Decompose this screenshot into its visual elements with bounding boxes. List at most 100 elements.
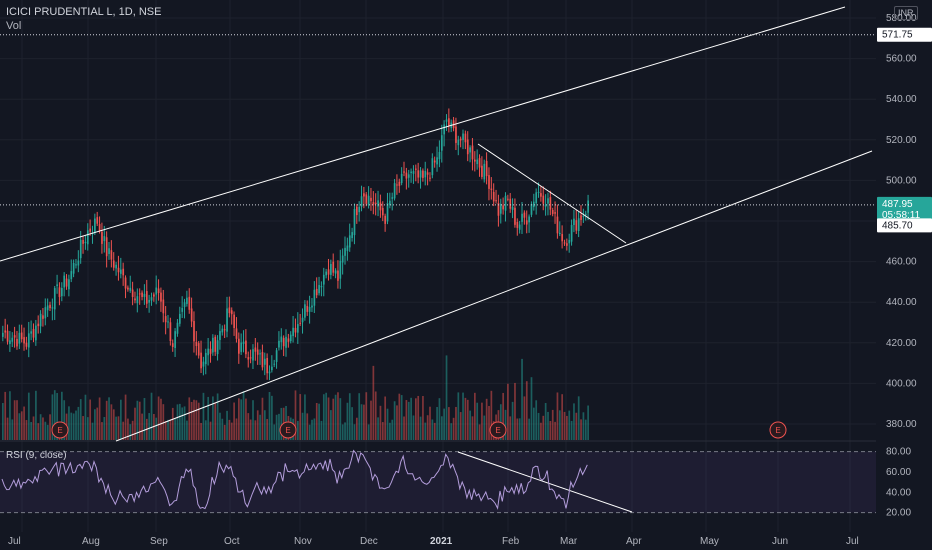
volume-bar (507, 383, 509, 440)
candle-body (148, 299, 151, 303)
candle-body (263, 358, 266, 365)
candle-body (587, 200, 589, 213)
volume-bar (120, 399, 122, 440)
candle-body (330, 264, 332, 275)
candle-body (412, 171, 415, 174)
rsi-label[interactable]: RSI (9, close) (6, 450, 67, 461)
volume-bar (4, 391, 7, 440)
volume-bar (570, 420, 573, 440)
symbol-title[interactable]: ICICI PRUDENTIAL L, 1D, NSE (6, 6, 162, 18)
candle-body (417, 170, 420, 178)
earnings-marker-label: E (285, 426, 290, 435)
volume-bar (549, 421, 552, 440)
volume-bar (518, 418, 521, 440)
price-tick-label: 500.00 (886, 175, 917, 186)
candle-body (584, 213, 587, 216)
candle-body (466, 139, 469, 155)
candle-body (181, 307, 184, 312)
volume-label[interactable]: Vol (6, 20, 22, 32)
candle-body (195, 341, 198, 347)
volume-bar (35, 390, 37, 440)
volume-bar (422, 396, 424, 440)
candle-body (153, 294, 155, 297)
candle-body (101, 231, 103, 244)
candle-body (16, 338, 18, 347)
candle-body (379, 202, 382, 211)
candle-body (325, 271, 328, 276)
candle-body (120, 269, 122, 274)
candle-body (429, 177, 431, 179)
currency-badge[interactable]: INR (894, 6, 918, 20)
volume-bar (101, 422, 103, 440)
last-price-bg (877, 196, 932, 221)
volume-bar (313, 418, 316, 440)
candle-body (469, 147, 471, 153)
volume-bar (353, 424, 356, 440)
volume-bar (424, 422, 427, 440)
volume-bar (259, 414, 261, 440)
candle-body (141, 292, 143, 297)
time-tick-label: Jul (846, 536, 859, 547)
candle-body (575, 220, 578, 231)
candle-body (25, 342, 28, 347)
price-tick-label: 580.00 (886, 13, 917, 24)
candle-body (27, 333, 30, 348)
candle-body (476, 159, 479, 165)
volume-bar (169, 419, 172, 440)
volume-bar (209, 421, 212, 440)
candle-body (259, 353, 261, 355)
candle-body (499, 203, 502, 214)
candle-body (37, 323, 40, 327)
earnings-marker-label: E (495, 426, 500, 435)
candle-body (507, 198, 509, 200)
volume-bar (332, 398, 335, 440)
candle-body (502, 205, 505, 210)
candle-body (221, 328, 224, 333)
candle-body (266, 358, 269, 374)
candle-body (327, 269, 330, 275)
volume-bar (391, 419, 394, 440)
volume-bar (533, 407, 535, 440)
candle-body (197, 343, 200, 356)
volume-bar (190, 401, 193, 440)
volume-bar (18, 413, 21, 440)
volume-bar (306, 413, 309, 440)
volume-bar (398, 393, 401, 440)
volume-bar (471, 416, 474, 440)
candle-body (150, 297, 153, 301)
volume-bar (39, 414, 42, 440)
candle-body (176, 322, 179, 334)
volume-bar (558, 410, 561, 440)
candle-body (445, 119, 448, 122)
candle-body (370, 197, 372, 202)
volume-bar (155, 417, 158, 440)
volume-bar (528, 418, 530, 440)
volume-bar (360, 404, 363, 440)
candle-body (188, 296, 191, 310)
candle-body (551, 209, 554, 214)
volume-bar (308, 424, 311, 440)
candle-body (374, 202, 377, 205)
candle-body (481, 165, 483, 177)
volume-bar (171, 407, 174, 440)
volume-bar (91, 422, 94, 440)
volume-bar (561, 394, 564, 440)
volume-bar (556, 392, 559, 440)
volume-bar (176, 404, 179, 440)
volume-bar (476, 402, 479, 440)
candle-body (160, 292, 162, 302)
candle-body (252, 349, 254, 361)
candle-body (183, 302, 186, 308)
volume-bar (9, 391, 11, 440)
volume-bar (96, 407, 99, 440)
volume-bar (563, 411, 566, 440)
candle-body (535, 192, 538, 204)
candle-body (124, 277, 127, 289)
candle-body (171, 343, 174, 347)
volume-bar (230, 422, 233, 440)
time-tick-label: Mar (560, 536, 578, 547)
candle-body (11, 337, 14, 342)
candle-body (582, 215, 585, 217)
price-tick-label: 420.00 (886, 338, 917, 349)
